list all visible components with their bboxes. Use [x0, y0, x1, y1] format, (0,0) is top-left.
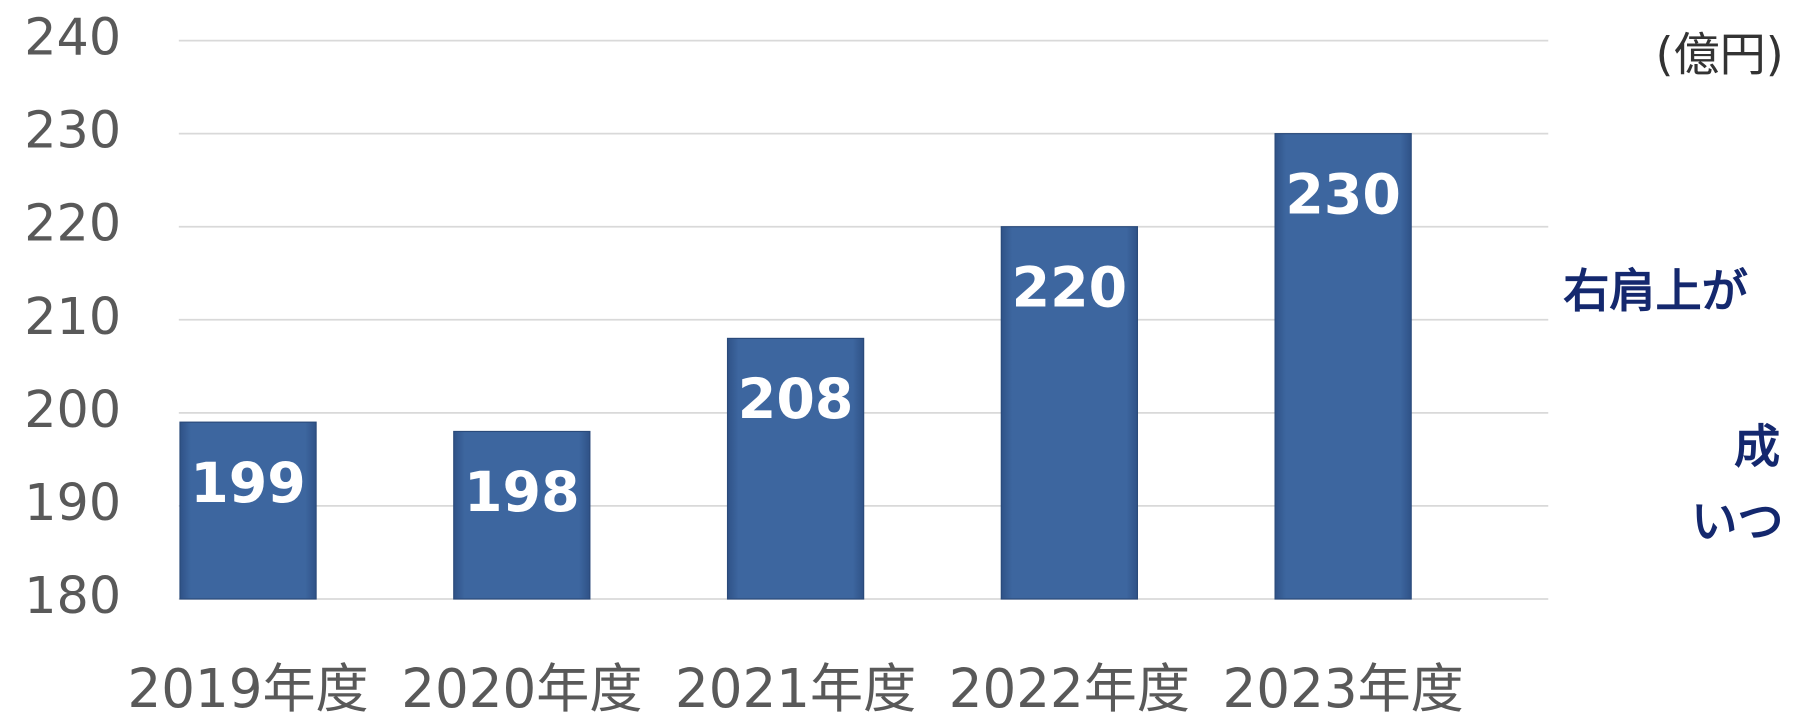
annotation: 右肩上が: [1563, 264, 1748, 318]
x-tick-label: 2022年度: [949, 658, 1190, 718]
y-tick-label: 210: [24, 287, 121, 346]
y-tick-label: 190: [24, 473, 121, 532]
annotation: いつ: [1691, 495, 1783, 549]
value-label: 230: [1285, 163, 1401, 227]
y-tick-label: 220: [24, 194, 121, 253]
value-label: 199: [190, 452, 306, 516]
x-tick-label: 2023年度: [1223, 658, 1464, 718]
x-tick-label: 2019年度: [127, 658, 368, 718]
unit-label: (億円): [1656, 27, 1784, 81]
value-label: 220: [1012, 256, 1128, 320]
value-label: 208: [738, 368, 854, 432]
annotation: 成: [1734, 420, 1780, 474]
page: {"chart_data": {"type": "bar", "categori…: [0, 0, 1809, 718]
x-tick-label: 2020年度: [401, 658, 642, 718]
y-tick-label: 230: [24, 101, 121, 160]
value-label: 198: [464, 461, 580, 525]
y-tick-label: 180: [24, 566, 121, 625]
y-tick-label: 240: [24, 8, 121, 67]
y-tick-label: 200: [24, 380, 121, 439]
chart: (億円) 右肩上が 成 いつ 180 190 200 210 220 230 240 2019…: [0, 0, 1809, 718]
x-tick-label: 2021年度: [675, 658, 916, 718]
